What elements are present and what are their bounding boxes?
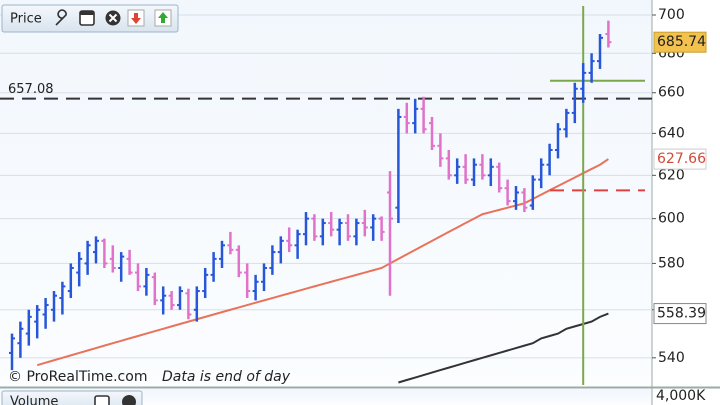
y-tick-label: 540 [658, 350, 685, 366]
value-tag-label: 627.66 [657, 151, 706, 167]
y-tick-label: 660 [658, 85, 685, 101]
volume-toolbar: Volume [1, 390, 143, 405]
y-tick-label: 580 [658, 255, 685, 271]
price-toolbar: Price [1, 4, 179, 33]
moving-average [398, 312, 609, 384]
line-label: 657.08 [8, 82, 54, 97]
value-tag-label: 558.39 [657, 306, 706, 322]
panel-title: Volume [10, 395, 58, 405]
down-arrow [131, 13, 141, 24]
value-tag-label: 685.74 [657, 34, 706, 50]
close-icon[interactable] [122, 395, 136, 405]
panel-title: Price [10, 12, 42, 27]
up-arrow [158, 12, 168, 23]
y-tick-label: 600 [658, 211, 685, 227]
credit: © ProRealTime.com [8, 369, 147, 385]
value-tag [653, 148, 707, 170]
y-tick-label: 640 [658, 125, 685, 141]
close-icon-x [108, 13, 118, 23]
y-axis: 540560580600620640660680700558.39627.666… [652, 7, 707, 404]
plot: 657.08 [0, 6, 652, 385]
data-note: Data is end of day [162, 369, 291, 385]
plot-background [0, 0, 652, 386]
value-tag [653, 31, 707, 53]
window-icon-bar [80, 11, 94, 15]
moving-average [36, 158, 609, 367]
y-tick-label: 620 [658, 167, 685, 183]
volume-background [0, 389, 652, 405]
settings-icon[interactable] [55, 9, 67, 26]
volume-tick-label: 4,000K [656, 388, 706, 404]
y-tick-label: 700 [658, 7, 685, 23]
window-icon[interactable] [94, 395, 110, 405]
value-tag [653, 303, 707, 325]
